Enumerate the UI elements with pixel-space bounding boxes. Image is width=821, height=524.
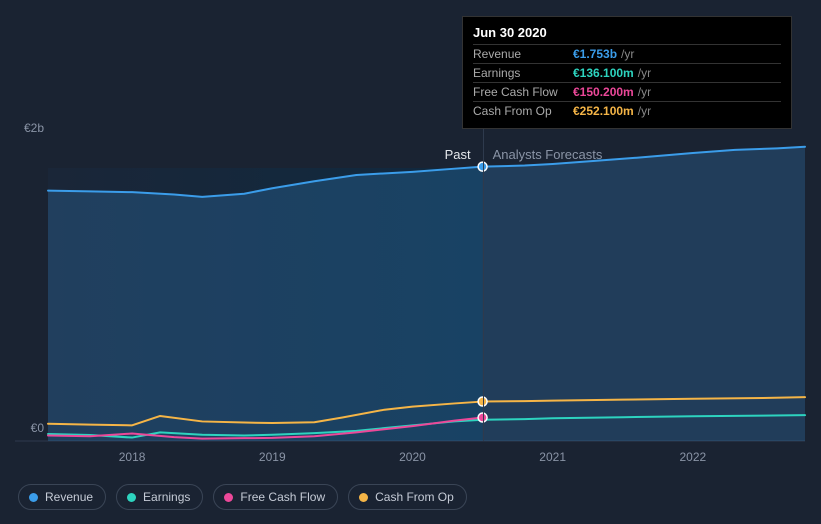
x-tick-label: 2019 [259, 450, 286, 464]
x-tick-label: 2020 [399, 450, 426, 464]
legend-dot-icon [127, 493, 136, 502]
tooltip-row-value: €136.100m [573, 66, 634, 80]
tooltip-date: Jun 30 2020 [473, 25, 781, 40]
legend-item-label: Earnings [143, 490, 190, 504]
x-tick-label: 2022 [679, 450, 706, 464]
chart-tooltip: Jun 30 2020 Revenue€1.753b/yrEarnings€13… [462, 16, 792, 129]
legend-dot-icon [224, 493, 233, 502]
forecast-section-label: Analysts Forecasts [493, 147, 603, 162]
tooltip-row-unit: /yr [638, 85, 651, 99]
legend-item-label: Free Cash Flow [240, 490, 325, 504]
legend-item-free_cash_flow[interactable]: Free Cash Flow [213, 484, 338, 510]
x-tick-label: 2018 [119, 450, 146, 464]
tooltip-row: Cash From Op€252.100m/yr [473, 101, 781, 120]
tooltip-row-unit: /yr [621, 47, 634, 61]
legend-dot-icon [29, 493, 38, 502]
y-tick-label: €2b [14, 121, 44, 135]
tooltip-row: Free Cash Flow€150.200m/yr [473, 82, 781, 101]
y-tick-label: €0 [14, 421, 44, 435]
tooltip-row-value: €150.200m [573, 85, 634, 99]
tooltip-row-label: Cash From Op [473, 104, 573, 118]
legend-item-label: Cash From Op [375, 490, 454, 504]
earnings-chart: €2b €0 2018 2019 2020 2021 2022 Past Analysts… [0, 0, 821, 524]
tooltip-row-label: Revenue [473, 47, 573, 61]
tooltip-row-label: Earnings [473, 66, 573, 80]
tooltip-row-value: €252.100m [573, 104, 634, 118]
legend-item-revenue[interactable]: Revenue [18, 484, 106, 510]
legend-item-earnings[interactable]: Earnings [116, 484, 203, 510]
past-section-label: Past [445, 147, 471, 162]
legend-dot-icon [359, 493, 368, 502]
legend-item-label: Revenue [45, 490, 93, 504]
tooltip-row-unit: /yr [638, 66, 651, 80]
tooltip-row-unit: /yr [638, 104, 651, 118]
tooltip-row: Earnings€136.100m/yr [473, 63, 781, 82]
tooltip-row: Revenue€1.753b/yr [473, 44, 781, 63]
tooltip-row-value: €1.753b [573, 47, 617, 61]
chart-legend: Revenue Earnings Free Cash Flow Cash From O… [18, 484, 467, 510]
legend-item-cash_from_op[interactable]: Cash From Op [348, 484, 467, 510]
tooltip-row-label: Free Cash Flow [473, 85, 573, 99]
x-tick-label: 2021 [539, 450, 566, 464]
